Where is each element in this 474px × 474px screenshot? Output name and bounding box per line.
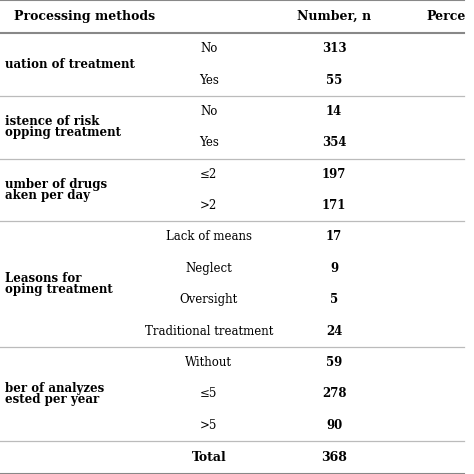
Text: 9: 9 [330, 262, 338, 275]
Text: 90: 90 [326, 419, 342, 432]
Text: Oversight: Oversight [180, 293, 238, 306]
Text: Traditional treatment: Traditional treatment [145, 325, 273, 337]
Text: 5: 5 [330, 293, 338, 306]
Text: 354: 354 [322, 137, 346, 149]
Text: Processing methods: Processing methods [14, 10, 155, 23]
Text: 17: 17 [326, 230, 342, 244]
Text: Number, n: Number, n [297, 10, 371, 23]
Text: No: No [200, 42, 218, 55]
Text: 171: 171 [322, 199, 346, 212]
Text: 24: 24 [326, 325, 342, 337]
Text: 59: 59 [326, 356, 342, 369]
Text: Yes: Yes [199, 74, 219, 87]
Text: aken per day: aken per day [5, 189, 90, 202]
Text: uation of treatment: uation of treatment [5, 58, 135, 71]
Text: >2: >2 [200, 199, 218, 212]
Text: 14: 14 [326, 105, 342, 118]
Text: Total: Total [191, 451, 226, 464]
Text: istence of risk: istence of risk [5, 115, 99, 128]
Text: Yes: Yes [199, 137, 219, 149]
Text: Neglect: Neglect [185, 262, 232, 275]
Text: Lack of means: Lack of means [166, 230, 252, 244]
Text: 278: 278 [322, 387, 346, 400]
Text: 55: 55 [326, 74, 342, 87]
Text: Perce: Perce [427, 10, 466, 23]
Text: Without: Without [185, 356, 232, 369]
Text: No: No [200, 105, 218, 118]
Text: opping treatment: opping treatment [5, 127, 121, 139]
Text: 368: 368 [321, 451, 347, 464]
Text: ested per year: ested per year [5, 393, 99, 406]
Text: ber of analyzes: ber of analyzes [5, 382, 104, 394]
Text: 313: 313 [322, 42, 346, 55]
Text: ≤2: ≤2 [200, 168, 218, 181]
Text: Leasons for: Leasons for [5, 272, 81, 285]
Text: 197: 197 [322, 168, 346, 181]
Text: >5: >5 [200, 419, 218, 432]
Text: ≤5: ≤5 [200, 387, 218, 400]
Text: oping treatment: oping treatment [5, 283, 112, 296]
Text: umber of drugs: umber of drugs [5, 178, 107, 191]
